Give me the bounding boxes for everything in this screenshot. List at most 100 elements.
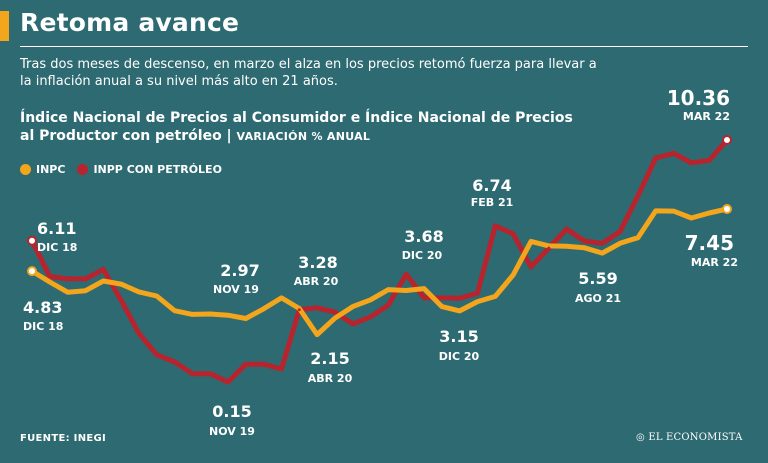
data-point-inpc-24 (458, 309, 462, 313)
data-point-inpp-29 (547, 246, 551, 250)
endpoint-marker-inpc-39 (722, 204, 732, 214)
annotation-value-1: 4.83 (23, 298, 62, 317)
data-point-inpp-3 (84, 277, 87, 281)
data-point-inpp-5 (119, 298, 123, 302)
data-point-inpp-9 (190, 372, 194, 376)
data-point-inpp-7 (155, 353, 159, 357)
annotation-value-5: 2.15 (310, 349, 349, 368)
data-point-inpc-18 (351, 305, 355, 309)
data-point-inpc-5 (119, 282, 123, 286)
data-point-inpc-34 (636, 236, 640, 240)
chart-subtitle: VARIACIÓN % ANUAL (236, 130, 371, 143)
annotation-date-9: AGO 21 (575, 292, 621, 305)
data-point-inpc-7 (155, 294, 159, 298)
annotation-value-7: 3.15 (439, 327, 478, 346)
annotation-value-4: 3.28 (298, 253, 337, 272)
data-point-inpc-8 (173, 309, 177, 313)
data-point-inpp-8 (173, 360, 177, 364)
page-subtitle: Tras dos meses de descenso, en marzo el … (20, 57, 597, 89)
data-point-inpp-30 (565, 227, 569, 231)
data-point-inpp-11 (226, 380, 230, 384)
data-point-inpc-36 (672, 209, 675, 213)
data-point-inpp-27 (511, 232, 515, 236)
annotation-value-6: 3.68 (404, 227, 443, 246)
data-point-inpc-25 (476, 300, 479, 304)
annotation-date-10: MAR 22 (683, 110, 730, 123)
data-point-inpc-12 (244, 317, 248, 320)
data-point-inpp-37 (689, 161, 693, 165)
data-point-inpp-28 (529, 265, 533, 269)
data-point-inpc-3 (84, 289, 87, 293)
annotation-date-7: DIC 20 (439, 350, 480, 363)
annotation-value-8: 6.74 (472, 176, 511, 195)
data-point-inpc-13 (262, 307, 266, 311)
data-point-inpc-37 (689, 216, 693, 220)
chart-legend: INPC INPP CON PETRÓLEO (20, 163, 234, 176)
data-point-inpc-10 (208, 312, 212, 316)
data-point-inpp-13 (262, 362, 266, 366)
data-point-inpc-26 (493, 294, 497, 298)
data-point-inpp-6 (137, 331, 141, 335)
data-point-inpp-31 (582, 239, 586, 243)
data-point-inpp-32 (600, 241, 604, 245)
data-point-inpp-2 (66, 277, 70, 281)
data-point-inpp-38 (707, 158, 711, 162)
annotation-value-10: 10.36 (667, 86, 730, 110)
title-accent-bar (0, 11, 9, 41)
endpoint-marker-inpp-39 (722, 135, 732, 145)
data-point-inpp-12 (244, 362, 248, 366)
data-point-inpc-11 (226, 313, 230, 317)
data-point-inpc-6 (137, 290, 141, 294)
data-point-inpp-36 (672, 151, 675, 155)
data-point-inpc-32 (600, 251, 604, 255)
data-point-inpc-22 (422, 287, 426, 291)
data-point-inpc-38 (707, 211, 711, 215)
chart-title: Índice Nacional de Precios al Consumidor… (20, 110, 573, 144)
data-point-inpp-25 (476, 291, 479, 295)
data-point-inpp-35 (654, 156, 658, 160)
data-point-inpp-4 (101, 267, 105, 271)
data-point-inpc-30 (565, 244, 569, 248)
data-point-inpp-15 (297, 308, 301, 312)
annotation-value-2: 2.97 (220, 261, 259, 280)
source-note: FUENTE: INEGI (20, 433, 107, 444)
data-point-inpc-4 (101, 279, 105, 283)
data-point-inpp-20 (386, 303, 390, 307)
data-point-inpc-17 (333, 316, 337, 320)
data-point-inpp-26 (493, 224, 497, 228)
annotation-date-2: NOV 19 (213, 283, 259, 296)
endpoint-marker-inpc-0 (27, 266, 37, 277)
data-point-inpp-16 (315, 306, 319, 310)
annotation-date-11: MAR 22 (691, 256, 738, 269)
data-point-inpp-34 (636, 194, 640, 198)
annotation-date-8: FEB 21 (471, 196, 514, 209)
data-point-inpc-31 (582, 246, 586, 250)
data-point-inpc-23 (440, 305, 444, 309)
annotation-value-3: 0.15 (212, 402, 251, 421)
data-point-inpc-35 (654, 209, 658, 213)
data-point-inpc-33 (618, 241, 622, 245)
data-point-inpc-20 (386, 288, 390, 292)
annotation-date-3: NOV 19 (209, 425, 255, 438)
data-point-inpp-33 (618, 230, 622, 233)
legend-swatch-inpp (77, 164, 89, 175)
legend-item-inpc: INPC (20, 163, 65, 176)
legend-label-inpc: INPC (36, 163, 66, 176)
brand-icon: ◎ (636, 432, 645, 443)
annotation-date-1: DIC 18 (23, 320, 63, 333)
title-divider (20, 46, 748, 47)
data-point-inpc-19 (369, 298, 373, 302)
data-point-inpp-21 (404, 272, 408, 276)
data-point-inpc-14 (280, 296, 283, 300)
data-point-inpp-10 (208, 372, 212, 376)
data-point-inpp-18 (351, 322, 355, 326)
annotation-date-5: ABR 20 (308, 372, 353, 385)
annotation-date-4: ABR 20 (294, 275, 339, 288)
annotation-value-9: 5.59 (578, 269, 617, 288)
brand-logo: ◎ EL ECONOMISTA (636, 432, 743, 443)
brand-name: EL ECONOMISTA (648, 432, 743, 443)
data-point-inpc-21 (404, 289, 408, 292)
data-point-inpc-2 (66, 290, 70, 294)
data-point-inpp-23 (440, 296, 444, 300)
